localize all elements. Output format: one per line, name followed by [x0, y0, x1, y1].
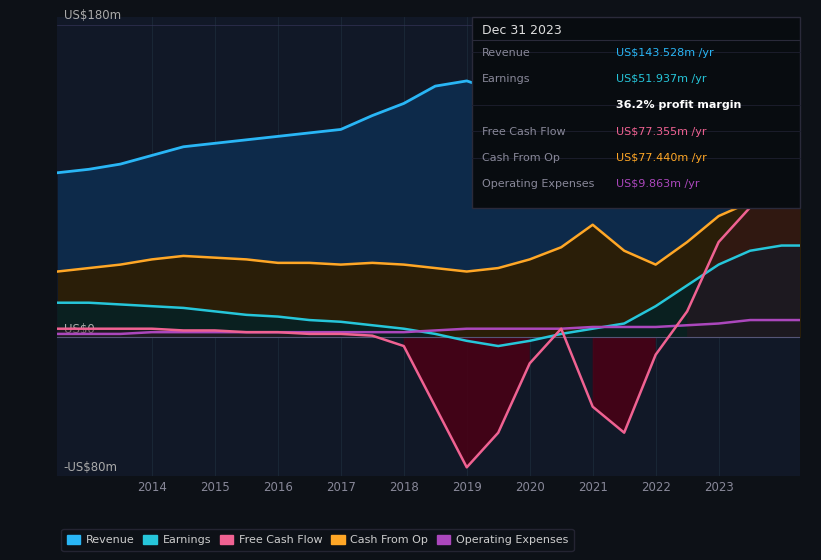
Text: Operating Expenses: Operating Expenses — [482, 179, 594, 189]
Legend: Revenue, Earnings, Free Cash Flow, Cash From Op, Operating Expenses: Revenue, Earnings, Free Cash Flow, Cash … — [62, 529, 574, 551]
Text: Revenue: Revenue — [482, 48, 530, 58]
Text: Earnings: Earnings — [482, 74, 530, 84]
Text: US$0: US$0 — [64, 323, 94, 335]
Text: US$180m: US$180m — [64, 9, 121, 22]
Text: Free Cash Flow: Free Cash Flow — [482, 127, 566, 137]
Text: US$51.937m /yr: US$51.937m /yr — [616, 74, 706, 84]
Text: 36.2% profit margin: 36.2% profit margin — [616, 100, 741, 110]
Text: -US$80m: -US$80m — [64, 461, 117, 474]
Text: US$143.528m /yr: US$143.528m /yr — [616, 48, 713, 58]
Text: US$77.355m /yr: US$77.355m /yr — [616, 127, 706, 137]
Text: Dec 31 2023: Dec 31 2023 — [482, 24, 562, 36]
Text: Cash From Op: Cash From Op — [482, 153, 560, 163]
Text: US$77.440m /yr: US$77.440m /yr — [616, 153, 707, 163]
Text: US$9.863m /yr: US$9.863m /yr — [616, 179, 699, 189]
